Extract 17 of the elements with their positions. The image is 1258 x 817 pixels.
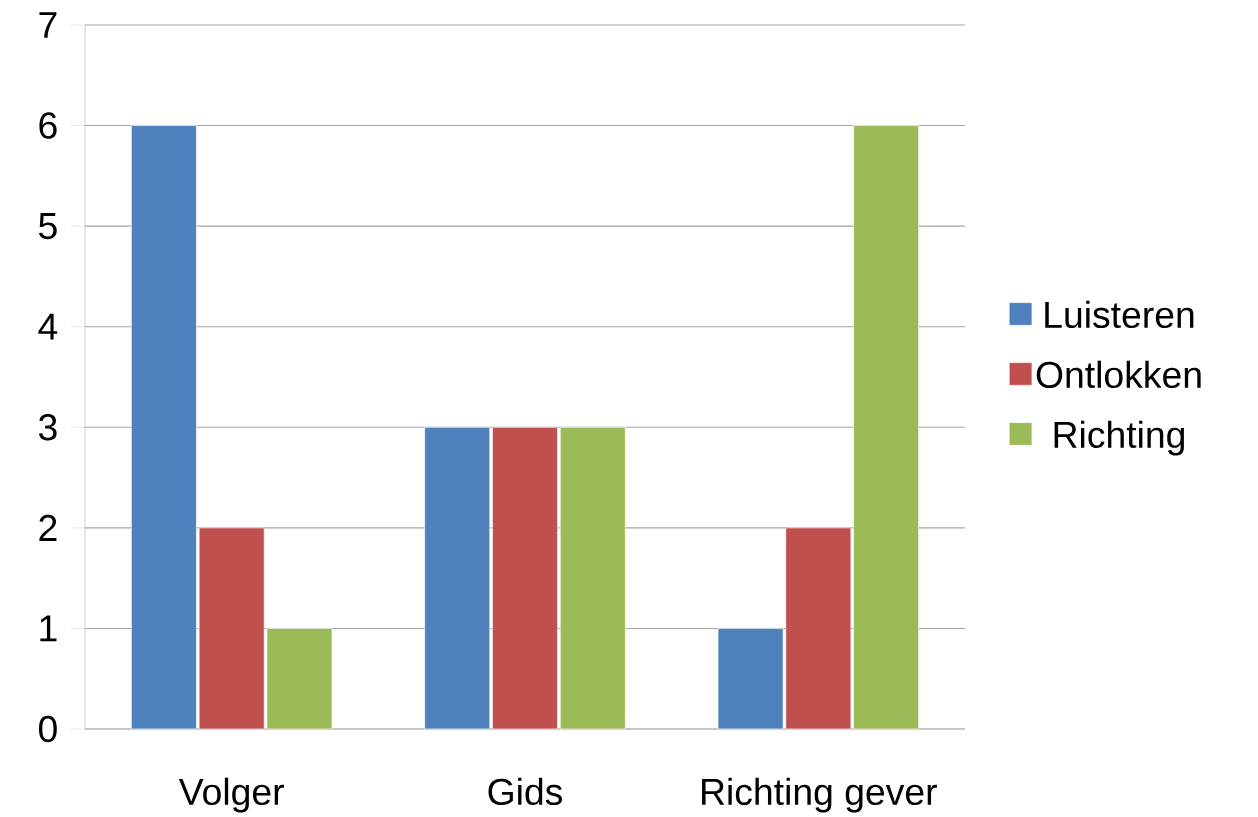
y-tick-label: 4 bbox=[38, 313, 58, 340]
legend-label: Richting bbox=[1054, 420, 1185, 456]
y-tick-label: 6 bbox=[39, 112, 57, 139]
y-tick-label: 2 bbox=[39, 514, 57, 541]
bar bbox=[492, 426, 558, 730]
bar bbox=[424, 426, 491, 730]
y-tick-label: 1 bbox=[40, 615, 57, 642]
legend-label: Ontlokken bbox=[1036, 360, 1201, 389]
x-tick-label: Gids bbox=[488, 777, 563, 806]
x-tick-label: Volger bbox=[178, 777, 284, 813]
y-tick-label: 3 bbox=[38, 414, 57, 441]
legend-label: Luisteren bbox=[1045, 300, 1194, 329]
y-tick-label: 7 bbox=[39, 12, 57, 38]
bar bbox=[559, 426, 626, 730]
y-tick-label: 0 bbox=[39, 715, 57, 743]
x-tick-label: Richting gever bbox=[702, 777, 937, 813]
y-tick-label: 5 bbox=[39, 213, 57, 240]
